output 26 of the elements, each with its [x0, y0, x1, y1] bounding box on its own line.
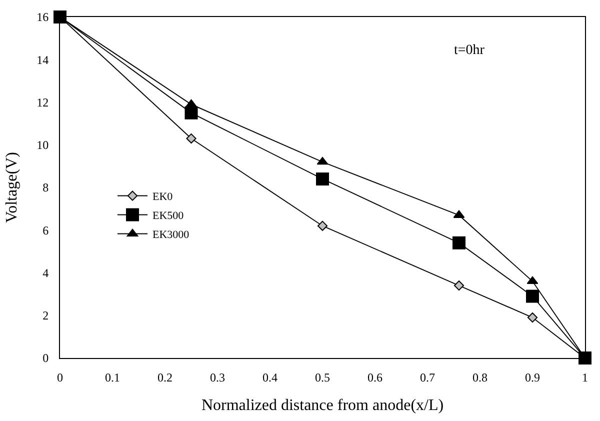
y-tick-label: 12	[36, 95, 49, 110]
x-axis-title: Normalized distance from anode(x/L)	[201, 397, 444, 414]
x-tick-label: 0.6	[368, 370, 382, 384]
x-tick-label: 0	[57, 370, 63, 384]
x-tick-label: 0.9	[525, 370, 540, 384]
x-tick-label: 0.1	[105, 370, 120, 384]
y-tick-label: 14	[36, 52, 49, 67]
legend-label: EK3000	[152, 229, 190, 242]
x-tick-label: 0.2	[158, 370, 172, 384]
legend-label: EK500	[152, 210, 184, 222]
y-tick-label: 16	[36, 10, 49, 24]
x-tick-label: 0.8	[472, 370, 488, 384]
y-tick-label: 6	[42, 223, 49, 238]
y-tick-label: 10	[36, 138, 49, 152]
legend-label: EK0	[152, 191, 174, 204]
y-tick-label: 4	[42, 266, 49, 280]
x-tick-label: 0.4	[262, 370, 278, 384]
annotation: t=0hr	[454, 43, 485, 58]
x-tick-label: 0.7	[420, 370, 435, 384]
y-tick-label: 2	[42, 308, 49, 323]
x-tick-label: 0.5	[315, 370, 330, 384]
y-tick-label: 8	[42, 180, 49, 195]
y-tick-label: 0	[42, 351, 49, 366]
y-axis-title: Voltage(V)	[4, 152, 20, 223]
x-tick-label: 1	[582, 370, 588, 384]
x-tick-label: 0.3	[210, 370, 225, 384]
